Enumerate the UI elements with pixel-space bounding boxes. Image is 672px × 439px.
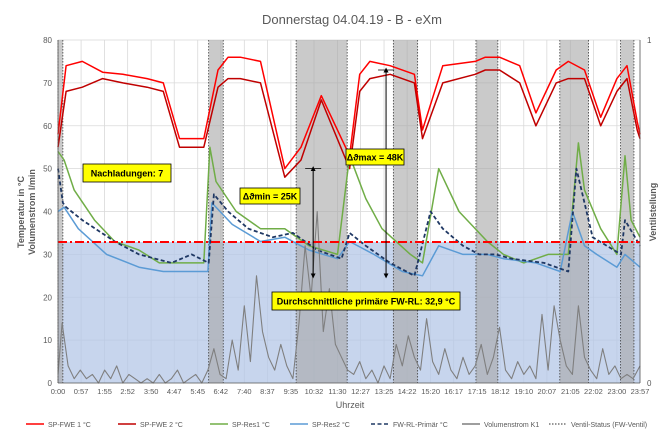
legend: SP-FWE 1 °C SP-FWE 2 °C SP-Res1 °C SP-Res2 … [26, 421, 647, 429]
valve-open-band-3 [393, 40, 418, 383]
x-axis-title: Uhrzeit [336, 400, 365, 410]
y-axis-title-line1: Temperatur in °C [16, 176, 26, 248]
annotation-box-1 [239, 187, 301, 205]
annotation-text-0: Nachladungen: 7 [91, 168, 164, 178]
y-tick-label-0: 0 [48, 379, 53, 388]
legend-label-5: Volumenstrom K1 [484, 422, 539, 429]
plot-area: 0 10 20 30 40 50 60 70 80 0 1 0:00 0:57 1:55 2:52 3:50 4… [43, 36, 652, 396]
x-tick-label-22: 21:05 [561, 387, 580, 396]
y-axis-title: Temperatur in °C Volumenstrom l/min [16, 169, 37, 255]
y-tick-label-1: 10 [43, 336, 52, 345]
valve-open-band-0 [58, 40, 63, 383]
valve-open-band-1 [208, 40, 224, 383]
annotation-text-3: Durchschnittliche primäre FW-RL: 32,9 °C [277, 296, 456, 306]
legend-label-6: Ventil-Status (FW-Ventil) [571, 422, 647, 429]
series-line-4 [57, 167, 641, 277]
x-tick-label-8: 7:40 [237, 387, 252, 396]
x-tick-label-15: 14:22 [398, 387, 417, 396]
y-tick-label-5: 50 [43, 165, 52, 174]
x-tick-label-21: 20:07 [537, 387, 556, 396]
x-tick-label-2: 1:55 [97, 387, 112, 396]
y-tick-label-6: 60 [43, 122, 52, 131]
y-tick-label-3: 30 [43, 250, 52, 259]
x-tick-label-0: 0:00 [51, 387, 66, 396]
y-tick-label-4: 40 [43, 208, 52, 217]
series-line-2 [57, 142, 641, 264]
x-tick-label-5: 4:47 [167, 387, 182, 396]
y2-tick-label-1: 1 [647, 36, 652, 45]
y-axis-title-line2: Volumenstrom l/min [27, 169, 37, 255]
annotation-text-2: Δϑmax = 48K [347, 152, 404, 162]
x-tick-label-16: 15:20 [421, 387, 440, 396]
x-tick-label-6: 5:45 [190, 387, 205, 396]
y-tick-label-8: 80 [43, 36, 52, 45]
x-tick-label-18: 17:15 [468, 387, 487, 396]
legend-label-0: SP-FWE 1 °C [48, 421, 91, 429]
y-tick-label-2: 20 [43, 293, 52, 302]
x-tick-label-7: 6:42 [214, 387, 229, 396]
series-line-0 [57, 56, 641, 170]
x-tick-label-4: 3:50 [144, 387, 159, 396]
annotation-box-0 [82, 163, 172, 183]
x-tick-label-17: 16:17 [444, 387, 463, 396]
x-tick-label-14: 13:25 [375, 387, 394, 396]
x-tick-label-9: 8:37 [260, 387, 275, 396]
valve-open-band-2 [296, 40, 348, 383]
x-tick-label-11: 10:32 [305, 387, 324, 396]
annotation-text-1: Δϑmin = 25K [243, 191, 298, 201]
x-tick-label-20: 19:10 [514, 387, 533, 396]
annotation-box-3 [271, 291, 461, 311]
x-tick-label-13: 12:27 [351, 387, 370, 396]
series-line-3 [57, 202, 641, 277]
legend-label-1: SP-FWE 2 °C [140, 421, 183, 429]
x-tick-label-23: 22:02 [584, 387, 603, 396]
legend-label-4: FW-RL-Primär °C [393, 421, 448, 429]
x-tick-label-1: 0:57 [74, 387, 89, 396]
legend-label-2: SP-Res1 °C [232, 421, 270, 429]
legend-label-3: SP-Res2 °C [312, 421, 350, 429]
shaded-region [58, 241, 640, 383]
annotation-box-2 [345, 148, 405, 166]
x-tick-label-12: 11:30 [328, 387, 346, 396]
y2-axis-title: Ventilstellung [648, 183, 658, 242]
valve-open-band-6 [620, 40, 634, 383]
x-tick-label-3: 2:52 [120, 387, 135, 396]
y-tick-label-7: 70 [43, 79, 52, 88]
chart-title: Donnerstag 04.04.19 - B - eXm [262, 12, 442, 27]
x-tick-label-24: 23:00 [608, 387, 627, 396]
valve-open-band-5 [559, 40, 589, 383]
series-line-1 [57, 69, 641, 178]
y2-tick-label-0: 0 [647, 379, 652, 388]
x-tick-label-25: 23:57 [631, 387, 650, 396]
x-tick-label-10: 9:35 [284, 387, 299, 396]
valve-open-band-4 [475, 40, 498, 383]
x-tick-label-19: 18:12 [491, 387, 510, 396]
